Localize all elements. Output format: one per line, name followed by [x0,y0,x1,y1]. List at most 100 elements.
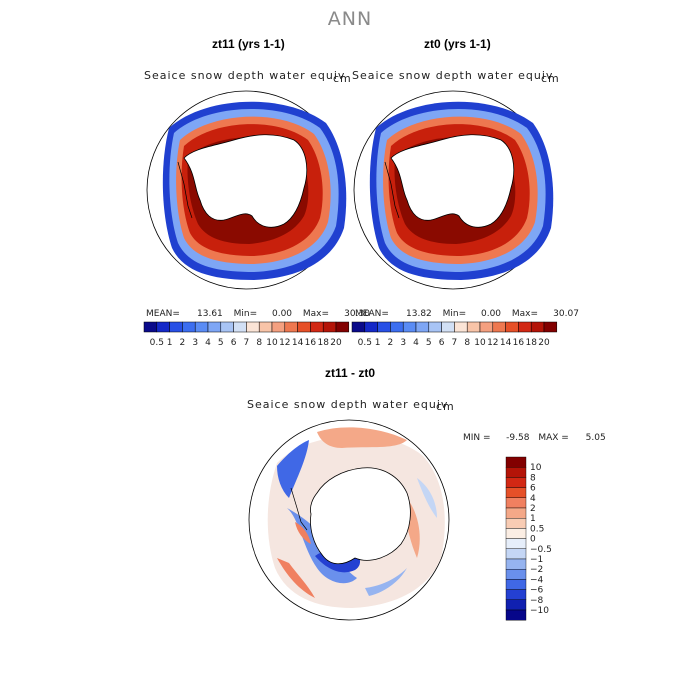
colorbar-panel1-swatch [156,321,170,333]
panel2-max-label: Max= [511,309,539,319]
diff-stats: MIN = -9.58 MAX = 5.05 [463,433,606,443]
panel2-mean-label: MEAN= [355,309,389,319]
colorbar-diff-tick-label: −8 [530,596,544,606]
colorbar-panel2-tick-label: 7 [452,338,458,348]
colorbar-diff-tick-label: −1 [530,555,543,565]
colorbar-diff-swatch [505,507,527,519]
diff-polar-map [248,419,450,621]
colorbar-diff-swatch [505,609,527,621]
colorbar-panel2-swatch [543,321,558,333]
colorbar-panel2-swatch [518,321,532,333]
colorbar-diff-swatch [505,487,527,498]
colorbar-panel2-swatch [505,321,519,333]
colorbar-diff-swatch [505,538,527,549]
colorbar-panel2-swatch [390,321,404,333]
colorbar-diff-swatch [505,579,527,590]
colorbar-panel1-swatch [233,321,247,333]
colorbar-diff-tick-label: −2 [530,565,543,575]
colorbar-panel1-swatch [297,321,311,333]
colorbar-panel1-swatch [220,321,234,333]
colorbar-diff-tick-label: 8 [530,473,536,483]
colorbar-panel1-swatch [258,321,273,333]
colorbar-panel1-tick-label: 3 [192,338,198,348]
colorbar-panel1-swatch [322,321,337,333]
colorbar-panel2-tick-label: 14 [500,338,512,348]
colorbar-panel1-tick-label: 7 [244,338,250,348]
diff-variable-label: Seaice snow depth water equiv [247,398,449,411]
colorbar-diff-swatch [505,477,527,488]
colorbar-diff-swatch [505,568,527,580]
panel1-variable-label: Seaice snow depth water equiv [144,69,346,82]
colorbar-panel1-tick-label: 2 [180,338,186,348]
colorbar-panel2-tick-label: 16 [513,338,525,348]
panel1-title: zt11 (yrs 1-1) [212,37,285,51]
colorbar-diff-swatch [505,599,527,611]
diff-panel-title: zt11 - zt0 [325,366,376,380]
colorbar-panel2-tick-label: 10 [474,338,486,348]
colorbar-panel2-tick-label: 2 [388,338,394,348]
colorbar-panel1-swatch [182,321,196,333]
colorbar-panel2-tick-label: 5 [426,338,432,348]
colorbar-panel1-tick-label: 12 [279,338,290,348]
colorbar-panel1-swatch [271,321,286,333]
colorbar-diff-tick-label: −10 [530,606,549,616]
colorbar-diff-tick-label: 0.5 [530,524,544,534]
panel2-variable-label: Seaice snow depth water equiv [352,69,554,82]
panel2-title: zt0 (yrs 1-1) [424,37,491,51]
colorbar-diff-swatch [505,548,527,560]
panel2-max-value: 30.07 [553,309,579,319]
colorbar-diff-swatch [505,518,527,529]
colorbar-panel1-tick-label: 0.5 [150,338,164,348]
colorbar-diff-swatch [505,589,527,601]
colorbar-panel2: 0.5 1 2 3 4 5 6 7 8 10 12 14 16 18 20 [351,321,558,348]
colorbar-diff-swatch [505,528,527,539]
colorbar-diff-tick-label: 2 [530,504,536,514]
diff-max-label: MAX = [538,433,569,443]
colorbar-panel1-swatch [143,321,158,333]
colorbar-panel1-swatch [284,321,298,333]
colorbar-diff-swatch [505,456,527,468]
panel1-min-value: 0.00 [271,309,293,319]
diff-min-label: MIN = [463,433,491,443]
panel1-max-label: Max= [302,309,330,319]
panel2-stats: MEAN= 13.82 Min= 0.00 Max= 30.07 [355,309,579,319]
colorbar-diff-tick-label: −4 [530,575,544,585]
panel1-mean-label: MEAN= [146,309,180,319]
colorbar-panel1-swatch [194,321,209,333]
colorbar-panel1: 0.5 1 2 3 4 5 6 7 8 10 12 14 16 18 20 [143,321,350,348]
colorbar-diff-tick-label: 10 [530,463,542,473]
colorbar-panel2-swatch [415,321,430,333]
diff-peninsula-outline [290,487,308,531]
colorbar-panel2-tick-label: 18 [525,338,537,348]
colorbar-panel1-tick-label: 16 [305,338,317,348]
panel2-min-value: 0.00 [480,309,502,319]
colorbar-panel1-swatch [310,321,324,333]
colorbar-diff-swatch [505,558,527,570]
colorbar-panel2-tick-label: 0.5 [358,338,372,348]
diff-antarctica-outline [310,467,411,565]
panel2-min-label: Min= [442,309,467,319]
colorbar-panel2-tick-label: 8 [464,338,470,348]
colorbar-diff-swatch [505,497,527,509]
colorbar-panel1-tick-label: 6 [231,338,237,348]
colorbar-panel1-tick-label: 5 [218,338,224,348]
figure-title: ANN [327,8,373,30]
colorbar-panel1-tick-label: 8 [256,338,262,348]
colorbar-panel2-swatch [454,321,468,333]
diff-units: cm [436,400,455,413]
panel1-peninsula-outline [177,161,193,219]
colorbar-panel2-tick-label: 20 [538,338,550,348]
colorbar-panel1-swatch [169,321,183,333]
colorbar-panel2-swatch [466,321,481,333]
colorbar-panel2-tick-label: 4 [413,338,419,348]
panel2-units: cm [541,72,560,85]
colorbar-panel2-swatch [377,321,391,333]
panel1-antarctica-outline [183,134,308,228]
panel1-mean-value: 13.61 [197,309,223,319]
panel1-stats: MEAN= 13.61 Min= 0.00 Max= 30.30 [146,309,370,319]
panel1-max-value: 30.30 [344,309,370,319]
colorbar-diff-swatch [505,466,527,478]
diff-min-value: -9.58 [506,433,530,443]
colorbar-diff-tick-label: 6 [530,484,536,494]
